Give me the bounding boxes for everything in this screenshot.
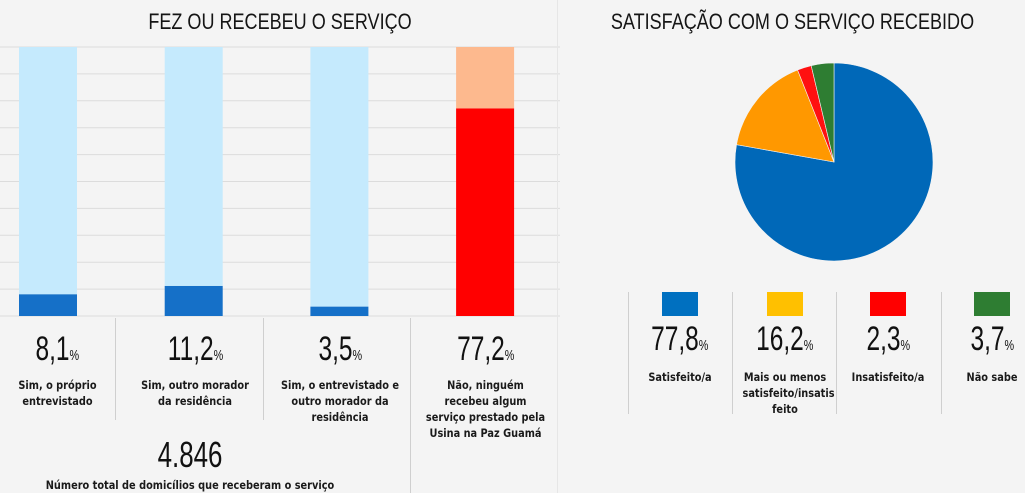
legend-swatch-satisfied [662, 292, 698, 316]
bar-value-segment [310, 306, 369, 316]
pie-slice [736, 69, 835, 163]
pie-legend-3: 3,7% Não sabe [942, 292, 1025, 385]
bar-stat-value: 77,2% [456, 330, 515, 368]
divider [115, 318, 116, 420]
left-chart-title: FEZ OU RECEBEU O SERVIÇO [148, 9, 412, 34]
bar-stat-value: 8,1% [35, 330, 80, 368]
legend-swatch-dissatisfied [870, 292, 906, 316]
bar-stat-label: Sim, o próprio entrevistado [18, 378, 97, 408]
divider [628, 292, 629, 414]
bar-remainder-segment [19, 47, 77, 295]
bar-value-segment [456, 108, 515, 316]
pie-stat-value: 2,3% [866, 320, 910, 358]
bar-stat-1: 11,2% Sim, outro morador da residência [125, 332, 265, 409]
bar-stat-value: 3,5% [318, 330, 362, 368]
pie-legend-2: 2,3% Insatisfeito/a [838, 292, 938, 385]
pie-stat-value: 16,2% [756, 320, 814, 358]
legend-swatch-dont-know [974, 292, 1010, 316]
right-chart-title: SATISFAÇÃO COM O SERVIÇO RECEBIDO [610, 9, 975, 34]
bar-stat-2: 3,5% Sim, o entrevistado e outro morador… [270, 332, 410, 425]
bar-remainder-segment [164, 47, 223, 286]
pie-legend-0: 77,8% Satisfeito/a [630, 292, 730, 385]
bar-stat-label: Não, ninguém recebeu algum serviço prest… [425, 378, 546, 440]
pie-stat-label: Satisfeito/a [648, 370, 712, 384]
divider [941, 292, 942, 414]
bar-remainder-segment [456, 47, 515, 109]
bar-value-segment [164, 285, 223, 316]
pie-chart [734, 62, 934, 262]
bar-stat-0: 8,1% Sim, o próprio entrevistado [0, 332, 115, 409]
divider [732, 292, 733, 414]
divider [410, 318, 411, 493]
bar-stat-value: 11,2% [167, 330, 223, 368]
panel-divider [557, 0, 558, 493]
pie-legend-1: 16,2% Mais ou menos satisfeito/insatis f… [735, 292, 835, 417]
legend-swatch-neutral [767, 292, 803, 316]
divider [263, 318, 264, 420]
pie-stat-value: 77,8% [651, 320, 709, 358]
total-households-label: Número total de domicílios que receberam… [45, 478, 335, 492]
pie-stat-label: Insatisfeito/a [851, 370, 925, 384]
bar-remainder-segment [310, 47, 369, 307]
total-households-value: 4.846 [157, 434, 223, 475]
stacked-bar-chart [0, 46, 560, 317]
divider [836, 292, 837, 414]
bar-stat-label: Sim, o entrevistado e outro morador da r… [280, 378, 400, 424]
pie-slice [810, 62, 835, 163]
bar-stat-3: 77,2% Não, ninguém recebeu algum serviço… [413, 332, 558, 441]
pie-stat-label: Não sabe [966, 370, 1018, 384]
pie-stat-label: Mais ou menos satisfeito/insatis feito [742, 370, 835, 416]
bar-value-segment [19, 294, 77, 316]
pie-stat-value: 3,7% [970, 320, 1014, 358]
bar-stat-label: Sim, outro morador da residência [141, 378, 249, 408]
